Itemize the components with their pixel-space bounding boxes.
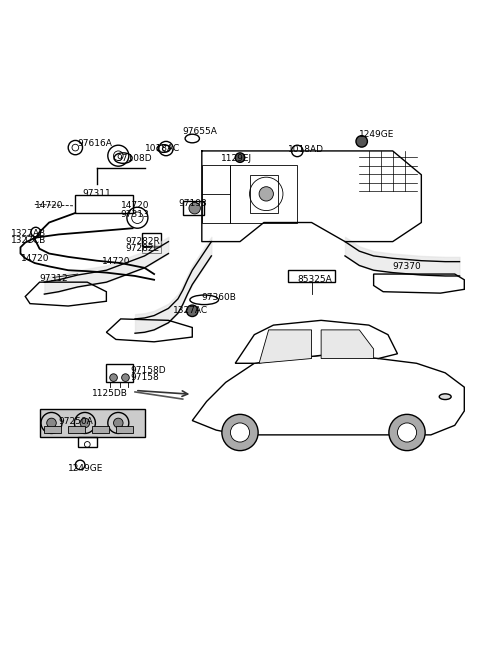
Text: 97360B: 97360B [202,293,237,303]
Text: 1327AB: 1327AB [11,229,46,238]
Text: 97193: 97193 [178,199,207,208]
Bar [230,165,297,223]
Text: 1249GE: 1249GE [360,130,395,139]
Text: 14720: 14720 [102,257,130,266]
Text: 97312: 97312 [39,274,68,284]
Text: 1018AC: 1018AC [144,144,180,153]
Text: 1125DB: 1125DB [92,389,128,398]
Circle shape [110,374,117,381]
Bar [78,438,97,447]
Text: 97616A: 97616A [78,140,113,148]
Text: 97158: 97158 [130,373,159,382]
Bar [183,201,204,215]
Text: 97313: 97313 [120,210,149,219]
Bar [39,409,144,438]
Bar [68,426,85,434]
Polygon shape [192,354,464,435]
Circle shape [230,423,250,442]
Bar [44,426,61,434]
Circle shape [259,187,274,201]
Circle shape [121,374,129,381]
Bar [202,165,230,223]
Text: 97282L: 97282L [125,244,159,253]
Polygon shape [235,320,397,364]
Bar [75,195,132,213]
Bar [288,271,336,282]
Circle shape [222,415,258,451]
Circle shape [356,136,367,147]
Bar [116,426,132,434]
Bar [107,364,132,383]
Bar [250,175,278,213]
Text: 97655A: 97655A [183,127,217,136]
Circle shape [187,305,198,316]
Circle shape [235,153,245,162]
Text: 1327AC: 1327AC [173,307,208,315]
Polygon shape [321,330,373,358]
Text: 14720: 14720 [35,201,63,210]
Bar [142,233,161,246]
Bar [92,426,109,434]
Text: 97282R: 97282R [125,237,160,246]
Bar [142,248,161,253]
Circle shape [114,418,123,428]
Circle shape [80,418,90,428]
Circle shape [189,202,200,214]
Text: 97108D: 97108D [116,153,152,162]
Text: 1327CB: 1327CB [11,236,46,245]
Text: 1249GE: 1249GE [68,464,104,473]
Text: 14720: 14720 [120,201,149,210]
Text: 97311: 97311 [83,189,111,198]
Ellipse shape [439,394,451,400]
Circle shape [389,415,425,451]
Circle shape [47,418,56,428]
Text: 1018AD: 1018AD [288,145,324,154]
Text: 1129EJ: 1129EJ [221,153,252,162]
Text: 85325A: 85325A [297,275,332,284]
Polygon shape [259,330,312,364]
Text: 14720: 14720 [21,253,49,263]
Text: 97250A: 97250A [59,417,94,426]
Circle shape [397,423,417,442]
Text: 97158D: 97158D [130,366,166,375]
Text: 97370: 97370 [393,262,421,271]
